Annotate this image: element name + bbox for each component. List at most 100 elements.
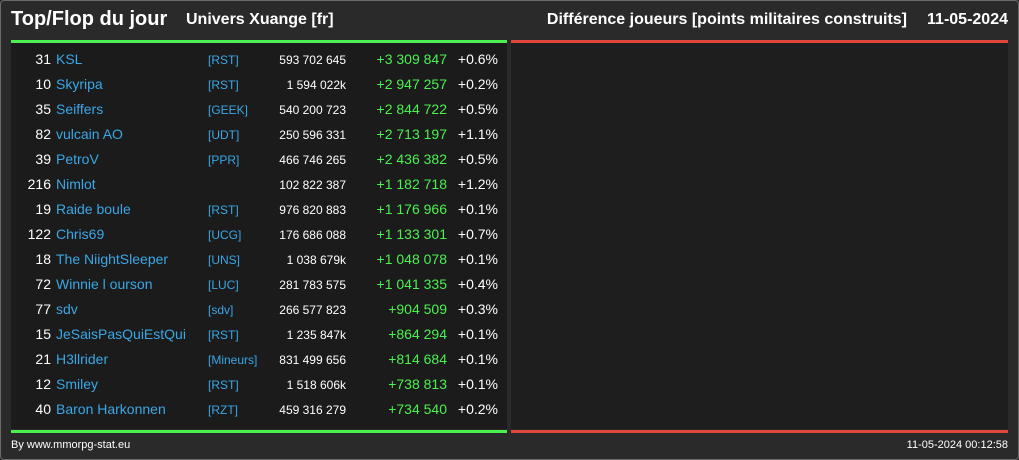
points-difference: +864 294 — [388, 326, 447, 342]
header-date: 11-05-2024 — [927, 11, 1008, 28]
percent-change: +0.1% — [457, 201, 498, 217]
player-name-link[interactable]: Nimlot — [56, 176, 96, 192]
points-difference: +1 133 301 — [376, 226, 447, 242]
points-difference: +2 947 257 — [376, 76, 447, 92]
alliance-tag-link[interactable]: [LUC] — [208, 278, 239, 292]
player-name-link[interactable]: Skyripa — [56, 76, 103, 92]
player-name-link[interactable]: Baron Harkonnen — [56, 401, 166, 417]
player-total-points: 540 200 723 — [279, 103, 346, 117]
player-rank: 40 — [35, 401, 51, 417]
alliance-tag-link[interactable]: [UDT] — [208, 128, 240, 142]
header: Top/Flop du jour Univers Xuange [fr] Dif… — [0, 0, 1019, 40]
alliance-tag-link[interactable]: [RZT] — [208, 403, 238, 417]
percent-change: +0.4% — [457, 276, 498, 292]
top-panel-top-line — [11, 40, 507, 43]
table-row: 39 PetroV [PPR] 466 746 265 +2 436 382 +0.5% — [11, 147, 507, 172]
table-row: 82 vulcain AO [UDT] 250 596 331 +2 713 197 +1… — [11, 122, 507, 147]
points-difference: +814 684 — [388, 351, 447, 367]
player-name-link[interactable]: Seiffers — [56, 101, 104, 117]
points-difference: +1 048 078 — [376, 251, 447, 267]
alliance-tag-link[interactable]: [RST] — [208, 203, 239, 217]
player-rank: 39 — [35, 151, 51, 167]
player-rank: 19 — [35, 201, 51, 217]
player-name-link[interactable]: JeSaisPasQuiEstQui — [56, 326, 186, 342]
alliance-tag-link[interactable]: [RST] — [208, 78, 239, 92]
percent-change: +1.2% — [457, 176, 498, 192]
player-total-points: 466 746 265 — [279, 153, 346, 167]
points-difference: +1 182 718 — [376, 176, 447, 192]
player-rank: 72 — [35, 276, 51, 292]
points-difference: +1 176 966 — [376, 201, 447, 217]
table-row: 12 Smiley [RST] 1 518 606k +738 813 +0.1% — [11, 372, 507, 397]
player-total-points: 593 702 645 — [279, 53, 346, 67]
table-row: 40 Baron Harkonnen [RZT] 459 316 279 +734 54… — [11, 397, 507, 422]
player-rank: 35 — [35, 101, 51, 117]
player-total-points: 176 686 088 — [279, 228, 346, 242]
points-difference: +3 309 847 — [376, 51, 447, 67]
points-difference: +904 509 — [388, 301, 447, 317]
percent-change: +0.1% — [457, 351, 498, 367]
percent-change: +0.2% — [457, 401, 498, 417]
top-gainers-list: 31 KSL [RST] 593 702 645 +3 309 847 +0.6% 10 Sk… — [11, 47, 507, 422]
player-total-points: 831 499 656 — [279, 353, 346, 367]
page-title: Top/Flop du jour — [11, 8, 168, 30]
flop-panel-bottom-line — [511, 430, 1008, 433]
alliance-tag-link[interactable]: [RST] — [208, 53, 239, 67]
player-name-link[interactable]: H3llrider — [56, 351, 109, 367]
top-gainers-panel: 31 KSL [RST] 593 702 645 +3 309 847 +0.6% 10 Sk… — [11, 43, 507, 429]
player-name-link[interactable]: vulcain AO — [56, 126, 123, 142]
player-total-points: 1 594 022k — [286, 78, 346, 92]
player-name-link[interactable]: Chris69 — [56, 226, 105, 242]
flop-panel-top-line — [511, 40, 1008, 43]
table-row: 21 H3llrider [Mineurs] 831 499 656 +814 684 +… — [11, 347, 507, 372]
player-total-points: 1 518 606k — [286, 378, 346, 392]
table-row: 31 KSL [RST] 593 702 645 +3 309 847 +0.6% — [11, 47, 507, 72]
percent-change: +0.7% — [457, 226, 498, 242]
player-name-link[interactable]: Raide boule — [56, 201, 131, 217]
alliance-tag-link[interactable]: [RST] — [208, 328, 239, 342]
table-row: 15 JeSaisPasQuiEstQui [RST] 1 235 847k +864 … — [11, 322, 507, 347]
table-row: 19 Raide boule [RST] 976 820 883 +1 176 966 +… — [11, 197, 507, 222]
player-rank: 18 — [35, 251, 51, 267]
footer-timestamp: 11-05-2024 00:12:58 — [906, 439, 1008, 451]
player-rank: 15 — [35, 326, 51, 342]
player-total-points: 1 038 679k — [286, 253, 346, 267]
player-name-link[interactable]: KSL — [56, 51, 83, 67]
player-total-points: 976 820 883 — [279, 203, 346, 217]
player-total-points: 1 235 847k — [286, 328, 346, 342]
table-row: 216 Nimlot 102 822 387 +1 182 718 +1.2% — [11, 172, 507, 197]
player-name-link[interactable]: PetroV — [56, 151, 99, 167]
top-panel-bottom-line — [11, 430, 507, 433]
alliance-tag-link[interactable]: [Mineurs] — [208, 353, 258, 367]
alliance-tag-link[interactable]: [UNS] — [208, 253, 241, 267]
player-rank: 122 — [27, 226, 51, 242]
alliance-tag-link[interactable]: [sdv] — [208, 303, 234, 317]
alliance-tag-link[interactable]: [GEEK] — [208, 103, 249, 117]
player-rank: 21 — [35, 351, 51, 367]
percent-change: +0.5% — [457, 101, 498, 117]
percent-change: +0.5% — [457, 151, 498, 167]
player-rank: 216 — [27, 176, 51, 192]
points-difference: +2 436 382 — [376, 151, 447, 167]
site-credit-link[interactable]: By www.mmorpg-stat.eu — [11, 439, 131, 451]
alliance-tag-link[interactable]: [PPR] — [208, 153, 240, 167]
player-total-points: 459 316 279 — [279, 403, 346, 417]
player-rank: 82 — [35, 126, 51, 142]
player-name-link[interactable]: Winnie l ourson — [56, 276, 153, 292]
points-difference: +2 713 197 — [376, 126, 447, 142]
alliance-tag-link[interactable]: [UCG] — [208, 228, 242, 242]
player-name-link[interactable]: The NiightSleeper — [56, 251, 169, 267]
table-row: 18 The NiightSleeper [UNS] 1 038 679k +1 048… — [11, 247, 507, 272]
table-row: 72 Winnie l ourson [LUC] 281 783 575 +1 041 … — [11, 272, 507, 297]
player-total-points: 266 577 823 — [279, 303, 346, 317]
player-total-points: 281 783 575 — [279, 278, 346, 292]
metric-label: Différence joueurs [points militaires co… — [546, 11, 907, 28]
alliance-tag-link[interactable]: [RST] — [208, 378, 239, 392]
percent-change: +0.1% — [457, 376, 498, 392]
percent-change: +0.6% — [457, 51, 498, 67]
percent-change: +0.1% — [457, 251, 498, 267]
player-name-link[interactable]: sdv — [56, 301, 78, 317]
player-name-link[interactable]: Smiley — [56, 376, 99, 392]
player-rank: 77 — [35, 301, 51, 317]
percent-change: +0.1% — [457, 326, 498, 342]
